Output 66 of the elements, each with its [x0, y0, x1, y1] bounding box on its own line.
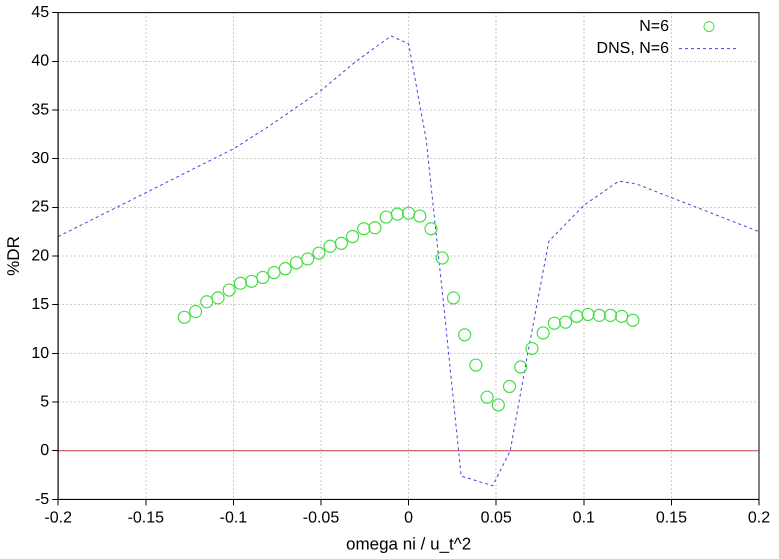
point	[502, 380, 516, 394]
point	[334, 236, 348, 250]
x-tick-label: 0.15	[656, 509, 688, 526]
point	[446, 291, 460, 304]
point	[211, 291, 225, 304]
point	[581, 308, 595, 322]
point	[267, 266, 281, 280]
point	[346, 230, 360, 244]
y-tick-label: 45	[31, 4, 50, 22]
point	[458, 328, 472, 342]
point	[234, 276, 248, 290]
line-series	[58, 35, 759, 486]
y-tick-label: 30	[31, 150, 50, 168]
x-tick-label: -0.2	[44, 509, 72, 526]
legend-label: DNS, N=6	[596, 40, 670, 58]
point	[312, 246, 326, 260]
point	[188, 304, 202, 318]
point	[278, 262, 292, 276]
point	[200, 295, 214, 308]
point	[592, 308, 606, 322]
point	[245, 274, 258, 288]
y-tick-label: 15	[31, 296, 50, 314]
x-tick-label: -0.05	[302, 509, 340, 526]
point	[492, 398, 505, 412]
x-tick-label: 0	[404, 509, 414, 526]
point	[413, 209, 426, 223]
point	[558, 316, 572, 329]
point	[390, 208, 404, 221]
point	[615, 310, 628, 323]
point	[604, 308, 618, 322]
y-tick-label: 35	[31, 101, 50, 118]
y-tick-label: 25	[31, 198, 50, 216]
point	[480, 390, 494, 404]
x-tick-label: 0.05	[480, 509, 512, 526]
point	[424, 222, 438, 236]
point	[324, 240, 337, 253]
point	[402, 206, 416, 220]
x-tick-label: -0.1	[220, 509, 248, 526]
point	[290, 256, 304, 270]
x-tick-label: 0.2	[748, 509, 770, 526]
point	[514, 360, 528, 374]
y-tick-label: -5	[34, 490, 50, 508]
y-tick-label: 20	[31, 247, 50, 264]
y-tick-label: 40	[31, 52, 50, 70]
y-tick-label: 5	[40, 393, 50, 410]
point	[178, 310, 191, 324]
point	[626, 314, 640, 327]
point	[368, 221, 382, 234]
y-tick-label: 10	[31, 344, 50, 362]
x-tick-label: 0.1	[572, 509, 596, 526]
point	[436, 251, 449, 265]
point	[301, 252, 314, 266]
x-axis-title: omega ni / u_t^2	[346, 534, 472, 554]
y-tick-label: 0	[40, 442, 50, 460]
point	[469, 358, 482, 372]
point	[536, 326, 550, 340]
point	[570, 310, 584, 323]
point	[222, 283, 236, 297]
point	[525, 342, 539, 356]
point	[380, 210, 393, 224]
y-axis-title: %DR	[4, 236, 23, 276]
x-tick-label: -0.15	[128, 509, 164, 526]
point	[548, 316, 561, 330]
legend-label: N=6	[639, 18, 670, 36]
point	[256, 270, 270, 284]
point	[357, 222, 370, 236]
